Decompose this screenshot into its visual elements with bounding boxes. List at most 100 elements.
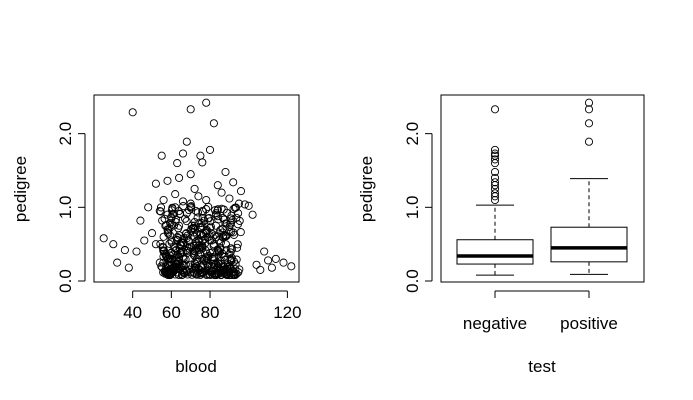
scatter-point (178, 197, 188, 206)
scatter-point (163, 269, 172, 278)
scatter-x-tick-label: 120 (273, 303, 301, 322)
box-outlier (584, 105, 594, 114)
scatter-point (175, 254, 184, 263)
scatter-point (271, 254, 280, 263)
scatter-point (203, 262, 212, 271)
box-outlier (490, 155, 500, 164)
scatter-point (193, 208, 202, 217)
scatter-point (227, 227, 236, 236)
scatter-point (176, 262, 185, 271)
scatter-point (177, 238, 186, 247)
scatter-point (229, 271, 239, 280)
scatter-x-axis-label: blood (175, 357, 217, 376)
scatter-point (165, 251, 174, 260)
scatter-point (194, 235, 203, 244)
scatter-point (159, 243, 168, 252)
scatter-point (173, 235, 182, 244)
scatter-point (177, 271, 186, 280)
box-outlier (490, 149, 500, 158)
scatter-point (240, 200, 249, 209)
scatter-point (184, 236, 193, 245)
scatter-point (228, 216, 237, 225)
scatter-point (226, 244, 235, 253)
scatter-y-axis: 0.0 1.0 2.0 (56, 122, 86, 293)
scatter-point (233, 240, 242, 249)
scatter-point (120, 246, 129, 255)
scatter-point (181, 229, 190, 238)
scatter-point (267, 263, 276, 272)
scatter-point (171, 215, 181, 224)
scatter-point (208, 254, 217, 263)
scatter-point (156, 203, 166, 212)
scatter-point (205, 214, 214, 223)
scatter-point (287, 262, 296, 271)
scatter-point (205, 232, 215, 241)
scatter-point (165, 239, 174, 248)
scatter-point (236, 187, 246, 196)
scatter-point (226, 218, 235, 227)
scatter-point (216, 238, 225, 247)
scatter-point (226, 256, 235, 265)
scatter-point (194, 192, 203, 201)
boxplot-y-tick-label: 1.0 (403, 196, 422, 220)
scatter-point (196, 222, 205, 232)
box-iqr (550, 226, 628, 263)
scatter-point (190, 251, 199, 260)
boxplot-x-tick-label: negative (463, 314, 527, 333)
scatter-point (128, 108, 137, 117)
scatter-point (159, 246, 168, 255)
scatter-point (176, 209, 185, 218)
scatter-point (166, 266, 175, 275)
box-iqr (456, 239, 534, 265)
scatter-plot-frame (93, 94, 300, 283)
scatter-point (202, 195, 211, 205)
scatter-point (221, 240, 231, 249)
scatter-panel: 40 60 80 120 0.0 1.0 2.0 blood pedigree (11, 94, 302, 376)
scatter-point (260, 247, 269, 256)
scatter-point (156, 207, 165, 216)
box-outlier (490, 195, 500, 205)
scatter-point (178, 149, 188, 158)
scatter-point (217, 268, 226, 277)
scatter-point (221, 167, 230, 177)
boxplot-boxes (456, 98, 628, 276)
scatter-point (166, 231, 175, 240)
scatter-point (163, 255, 172, 264)
box-outlier (490, 159, 500, 168)
scatter-point (159, 268, 168, 277)
scatter-point (222, 219, 231, 228)
scatter-point (158, 242, 167, 251)
box-outlier (584, 119, 594, 128)
scatter-point (151, 179, 160, 188)
scatter-point (225, 194, 234, 203)
box-outlier (490, 105, 500, 114)
scatter-y-tick-label: 1.0 (56, 196, 75, 220)
boxplot-y-tick-label: 0.0 (403, 269, 422, 293)
scatter-point (173, 159, 182, 168)
scatter-point (168, 203, 177, 212)
scatter-point (227, 269, 236, 278)
scatter-point (165, 261, 174, 270)
scatter-point (256, 265, 265, 274)
scatter-point (109, 240, 118, 249)
scatter-x-tick-label: 40 (123, 303, 142, 322)
boxplot-x-tick-label: positive (560, 314, 618, 333)
scatter-point (207, 267, 217, 276)
scatter-point (197, 223, 206, 232)
box-negative (456, 105, 534, 276)
scatter-y-tick-label: 2.0 (56, 122, 75, 146)
box-outlier (490, 189, 500, 198)
scatter-point (220, 215, 229, 224)
scatter-point (198, 214, 207, 223)
scatter-point (169, 221, 179, 230)
scatter-point (160, 214, 169, 223)
scatter-point (248, 210, 257, 219)
scatter-point (279, 258, 288, 267)
box-outlier (584, 137, 594, 146)
scatter-point (223, 263, 232, 272)
scatter-point (182, 217, 191, 226)
scatter-point (264, 256, 273, 265)
scatter-point (136, 216, 145, 225)
scatter-point (174, 234, 183, 243)
